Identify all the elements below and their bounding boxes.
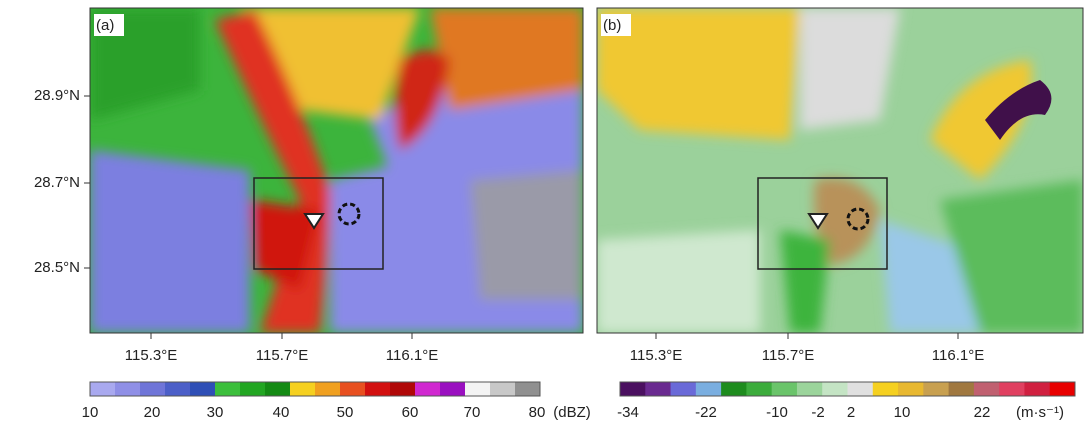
colorbar-segment bbox=[999, 382, 1025, 396]
colorbar-tick-label: 20 bbox=[144, 404, 161, 421]
colorbar-tick-label: 2 bbox=[847, 404, 855, 421]
x-tick-label: 115.7°E bbox=[256, 347, 308, 364]
x-tick-label: 115.3°E bbox=[125, 347, 177, 364]
colorbar-segment bbox=[115, 382, 141, 396]
colorbar-segment bbox=[290, 382, 316, 396]
colorbar: 10 20 30 40 50 60 70 80 (dBZ) bbox=[82, 382, 591, 421]
colorbar-segment bbox=[848, 382, 874, 396]
colorbar-segment bbox=[515, 382, 541, 396]
colorbar-tick-label: 10 bbox=[82, 404, 99, 421]
colorbar-segment bbox=[898, 382, 924, 396]
colorbar-segment bbox=[645, 382, 671, 396]
panel-label: (b) bbox=[603, 17, 621, 34]
colorbar-segment bbox=[440, 382, 466, 396]
colorbar-segment bbox=[772, 382, 798, 396]
colorbar-segment bbox=[873, 382, 899, 396]
colorbar-segment bbox=[949, 382, 975, 396]
colorbar-tick-label: 80 bbox=[529, 404, 546, 421]
colorbar-tick-label: -22 bbox=[695, 404, 717, 421]
colorbar-unit: (m·s⁻¹) bbox=[1016, 404, 1064, 421]
colorbar-tick-label: 50 bbox=[337, 404, 354, 421]
colorbar-tick-label: -10 bbox=[766, 404, 788, 421]
velocity-map bbox=[597, 8, 1083, 333]
x-axis: 115.3°E 115.7°E 116.1°E 115.3°E 115.7°E … bbox=[125, 333, 984, 364]
colorbar-tick-label: 60 bbox=[402, 404, 419, 421]
colorbar-segment bbox=[822, 382, 848, 396]
colorbar-segment bbox=[365, 382, 391, 396]
colorbar-segment bbox=[215, 382, 241, 396]
colorbar-tick-label: 30 bbox=[207, 404, 224, 421]
colorbar-segment bbox=[190, 382, 216, 396]
colorbar-segment bbox=[1050, 382, 1076, 396]
figure: (a) (b) 28.9°N 28.7°N 28.5°N 115.3°E 115… bbox=[0, 0, 1086, 427]
colorbar-tick-label: -2 bbox=[811, 404, 824, 421]
colorbar-tick-label: 70 bbox=[464, 404, 481, 421]
colorbar-tick-label: 40 bbox=[273, 404, 290, 421]
colorbar-segment bbox=[974, 382, 1000, 396]
colorbar-segment bbox=[797, 382, 823, 396]
colorbar-tick-label: 10 bbox=[894, 404, 911, 421]
colorbar-tick-label: -34 bbox=[617, 404, 639, 421]
y-tick-label: 28.5°N bbox=[34, 259, 80, 276]
colorbar-tick-label: 22 bbox=[974, 404, 991, 421]
colorbar-segment bbox=[140, 382, 166, 396]
colorbar-segment bbox=[265, 382, 291, 396]
colorbar-segment bbox=[620, 382, 646, 396]
y-tick-label: 28.7°N bbox=[34, 174, 80, 191]
colorbar-unit: (dBZ) bbox=[553, 404, 591, 421]
reflectivity-map bbox=[90, 8, 583, 333]
colorbar-segment bbox=[721, 382, 747, 396]
colorbar-segment bbox=[415, 382, 441, 396]
colorbar-segment bbox=[340, 382, 366, 396]
colorbar-segment bbox=[315, 382, 341, 396]
colorbar-segment bbox=[165, 382, 191, 396]
colorbar-segment bbox=[390, 382, 416, 396]
x-tick-label: 116.1°E bbox=[386, 347, 438, 364]
colorbar-segment bbox=[746, 382, 772, 396]
colorbar-segment bbox=[671, 382, 697, 396]
colorbar-segment bbox=[90, 382, 116, 396]
colorbar-segment bbox=[696, 382, 722, 396]
x-tick-label: 116.1°E bbox=[932, 347, 984, 364]
colorbar-segment bbox=[923, 382, 949, 396]
colorbar-segment bbox=[465, 382, 491, 396]
colorbar-segment bbox=[240, 382, 266, 396]
x-tick-label: 115.7°E bbox=[762, 347, 814, 364]
x-tick-label: 115.3°E bbox=[630, 347, 682, 364]
y-tick-label: 28.9°N bbox=[34, 87, 80, 104]
y-axis: 28.9°N 28.7°N 28.5°N bbox=[34, 87, 90, 276]
panel-label: (a) bbox=[96, 17, 114, 34]
colorbar-segment bbox=[490, 382, 516, 396]
colorbar-segment bbox=[1024, 382, 1050, 396]
